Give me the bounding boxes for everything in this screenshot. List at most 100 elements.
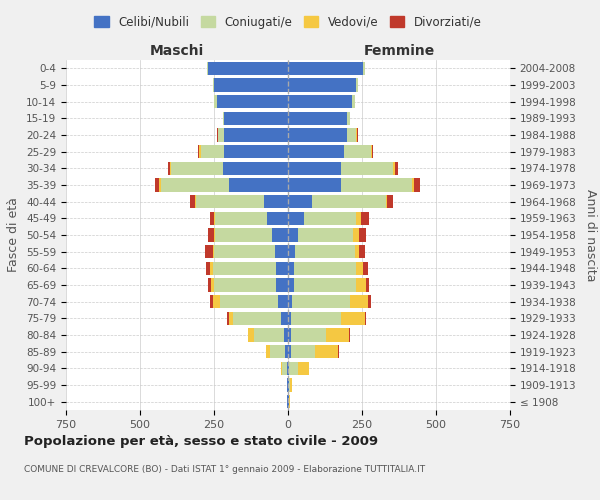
- Bar: [367, 278, 370, 291]
- Bar: [291, 345, 314, 358]
- Bar: [217, 95, 288, 108]
- Bar: [214, 245, 275, 258]
- Bar: [395, 162, 398, 175]
- Bar: [288, 262, 294, 275]
- Bar: [288, 112, 347, 125]
- Bar: [270, 345, 285, 358]
- Bar: [291, 312, 341, 325]
- Bar: [289, 378, 290, 392]
- Bar: [349, 328, 350, 342]
- Bar: [344, 145, 371, 158]
- Bar: [229, 178, 288, 192]
- Bar: [285, 345, 288, 358]
- Bar: [372, 145, 373, 158]
- Bar: [288, 78, 356, 92]
- Bar: [294, 262, 356, 275]
- Bar: [208, 62, 288, 75]
- Bar: [209, 212, 214, 225]
- Bar: [198, 145, 199, 158]
- Legend: Celibi/Nubili, Coniugati/e, Vedovi/e, Divorziati/e: Celibi/Nubili, Coniugati/e, Vedovi/e, Di…: [89, 11, 487, 34]
- Bar: [359, 228, 367, 241]
- Text: Maschi: Maschi: [150, 44, 204, 59]
- Bar: [288, 245, 295, 258]
- Bar: [168, 162, 170, 175]
- Bar: [359, 245, 365, 258]
- Bar: [412, 178, 414, 192]
- Y-axis label: Fasce di età: Fasce di età: [7, 198, 20, 272]
- Bar: [155, 178, 159, 192]
- Bar: [209, 295, 212, 308]
- Bar: [190, 195, 195, 208]
- Bar: [298, 362, 309, 375]
- Bar: [227, 312, 229, 325]
- Bar: [281, 312, 288, 325]
- Bar: [211, 278, 214, 291]
- Bar: [248, 328, 254, 342]
- Bar: [224, 112, 288, 125]
- Bar: [341, 178, 412, 192]
- Bar: [224, 128, 288, 141]
- Bar: [288, 128, 347, 141]
- Text: Popolazione per età, sesso e stato civile - 2009: Popolazione per età, sesso e stato civil…: [24, 435, 378, 448]
- Bar: [314, 345, 338, 358]
- Bar: [276, 262, 288, 275]
- Bar: [288, 362, 289, 375]
- Bar: [352, 95, 355, 108]
- Bar: [212, 262, 276, 275]
- Bar: [288, 295, 292, 308]
- Bar: [356, 212, 361, 225]
- Text: COMUNE DI CREVALCORE (BO) - Dati ISTAT 1° gennaio 2009 - Elaborazione TUTTITALIA: COMUNE DI CREVALCORE (BO) - Dati ISTAT 1…: [24, 465, 425, 474]
- Text: Femmine: Femmine: [364, 44, 434, 59]
- Bar: [292, 295, 350, 308]
- Bar: [224, 145, 288, 158]
- Bar: [350, 295, 368, 308]
- Bar: [159, 178, 161, 192]
- Bar: [364, 62, 365, 75]
- Bar: [288, 312, 291, 325]
- Bar: [355, 245, 359, 258]
- Bar: [254, 328, 284, 342]
- Bar: [288, 95, 352, 108]
- Bar: [288, 328, 291, 342]
- Bar: [347, 112, 350, 125]
- Bar: [287, 362, 288, 375]
- Bar: [215, 212, 267, 225]
- Bar: [290, 378, 292, 392]
- Bar: [266, 345, 270, 358]
- Bar: [229, 312, 233, 325]
- Bar: [220, 295, 278, 308]
- Y-axis label: Anni di nascita: Anni di nascita: [584, 188, 598, 281]
- Bar: [200, 145, 224, 158]
- Bar: [281, 362, 282, 375]
- Bar: [275, 245, 288, 258]
- Bar: [205, 245, 212, 258]
- Bar: [170, 162, 171, 175]
- Bar: [267, 212, 288, 225]
- Bar: [223, 162, 288, 175]
- Bar: [356, 262, 364, 275]
- Bar: [311, 195, 386, 208]
- Bar: [414, 178, 420, 192]
- Bar: [208, 228, 214, 241]
- Bar: [208, 278, 211, 291]
- Bar: [393, 162, 395, 175]
- Bar: [284, 328, 288, 342]
- Bar: [294, 278, 356, 291]
- Bar: [206, 262, 210, 275]
- Bar: [215, 228, 272, 241]
- Bar: [214, 95, 217, 108]
- Bar: [288, 228, 298, 241]
- Bar: [199, 145, 200, 158]
- Bar: [341, 312, 365, 325]
- Bar: [288, 162, 341, 175]
- Bar: [214, 78, 288, 92]
- Bar: [356, 78, 358, 92]
- Bar: [371, 145, 372, 158]
- Bar: [386, 195, 387, 208]
- Bar: [289, 362, 298, 375]
- Bar: [298, 228, 353, 241]
- Bar: [171, 162, 223, 175]
- Bar: [295, 245, 355, 258]
- Bar: [223, 112, 224, 125]
- Bar: [291, 328, 326, 342]
